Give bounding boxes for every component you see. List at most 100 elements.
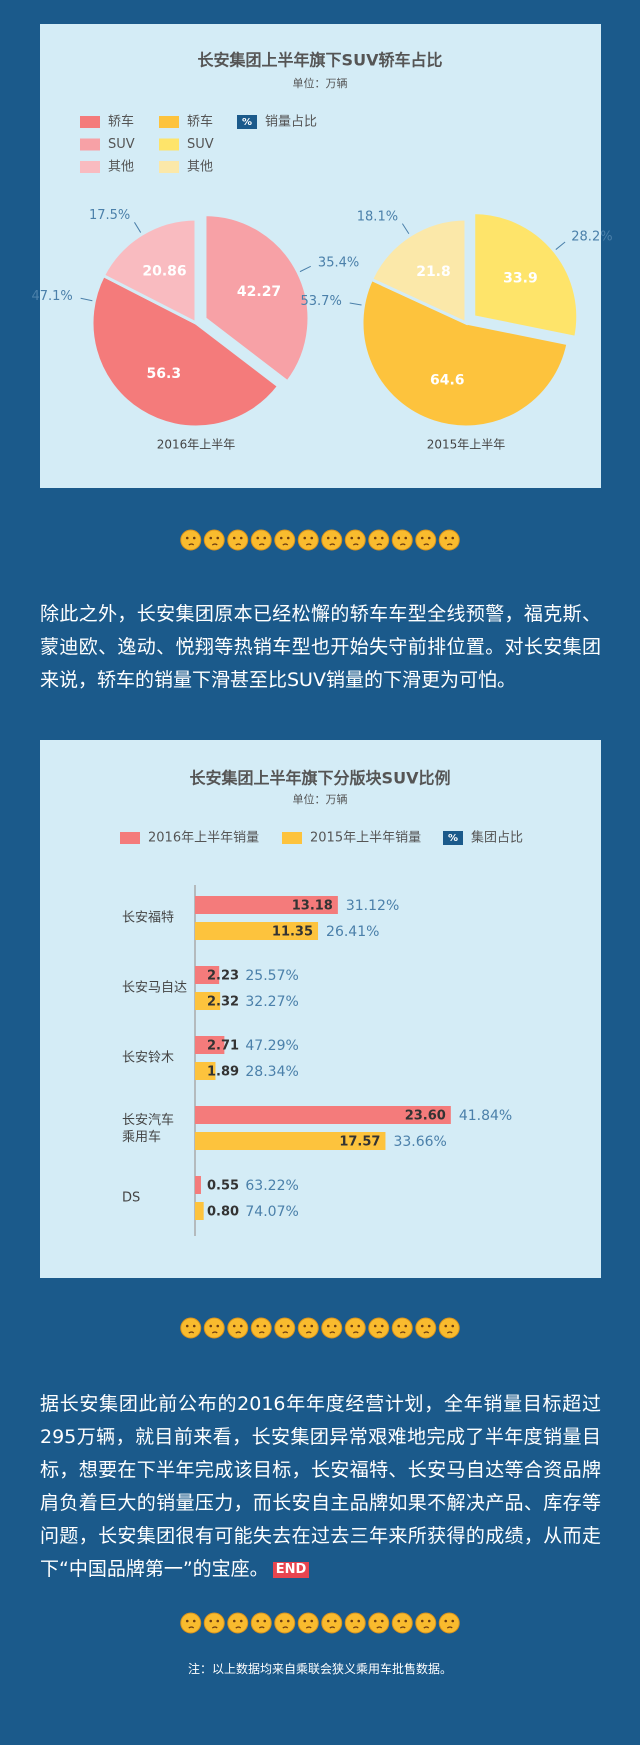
emoji xyxy=(274,1612,296,1634)
emoji-eye xyxy=(256,1324,260,1328)
emoji xyxy=(227,1317,249,1339)
bar-value-label: 2.32 xyxy=(207,995,239,1010)
emoji-face xyxy=(438,1317,460,1339)
emoji-face xyxy=(368,529,390,551)
emoji-eye xyxy=(310,536,314,540)
legend-share-icon: % xyxy=(242,117,252,128)
emoji xyxy=(203,529,225,551)
emoji-mouth xyxy=(376,543,383,546)
leader-line xyxy=(555,241,566,250)
emoji-eye xyxy=(216,536,220,540)
emoji-eye xyxy=(427,1324,431,1328)
emoji-mouth xyxy=(282,1626,289,1629)
emoji-mouth xyxy=(446,1626,453,1629)
emoji-face xyxy=(415,1612,437,1634)
emoji-face xyxy=(368,1317,390,1339)
percent-label: 35.4% xyxy=(318,255,359,270)
emoji-face xyxy=(274,529,296,551)
emoji-eye xyxy=(239,536,243,540)
bar xyxy=(195,966,220,984)
emoji-face xyxy=(180,1317,202,1339)
legend-swatch xyxy=(159,161,179,173)
bar-value-label: 2.71 xyxy=(207,1039,239,1054)
emoji xyxy=(438,529,460,551)
emoji xyxy=(368,1317,390,1339)
leader-line xyxy=(80,297,93,302)
slice-value-label: 56.3 xyxy=(147,366,182,382)
emoji-mouth xyxy=(423,1331,430,1334)
emoji-mouth xyxy=(352,1331,359,1334)
emoji-eye xyxy=(286,536,290,540)
legend-label: 2016年上半年销量 xyxy=(148,831,259,846)
emoji-mouth xyxy=(211,543,218,546)
emoji-eye xyxy=(420,1619,424,1623)
percent-label: 18.1% xyxy=(357,209,398,224)
legend-label: 其他 xyxy=(108,160,134,175)
emoji-eye xyxy=(192,536,196,540)
emoji-face xyxy=(203,1317,225,1339)
emoji-mouth xyxy=(188,1626,195,1629)
bar xyxy=(195,1132,386,1150)
paragraph: 据长安集团此前公布的2016年年度经营计划，全年销量目标超过295万辆，就目前来… xyxy=(40,1388,601,1586)
emoji-eye xyxy=(427,536,431,540)
percent-label: 17.5% xyxy=(89,208,130,223)
slice-value-label: 42.27 xyxy=(237,284,281,300)
emoji-eye xyxy=(263,1619,267,1623)
emoji-eye xyxy=(256,536,260,540)
emoji-mouth xyxy=(399,1626,406,1629)
category-label-line: 乘用车 xyxy=(122,1129,161,1145)
bar-value-label: 2.23 xyxy=(207,969,239,984)
emoji-face xyxy=(344,1317,366,1339)
emoji-eye xyxy=(279,536,283,540)
legend-swatch xyxy=(159,138,179,151)
emoji-eye xyxy=(380,1619,384,1623)
share-label: 26.41% xyxy=(326,924,379,940)
emoji-face xyxy=(344,1612,366,1634)
emoji-eye xyxy=(326,1324,330,1328)
emoji-mouth xyxy=(305,1626,312,1629)
legend-swatch xyxy=(80,116,100,128)
bar xyxy=(195,1176,201,1194)
slice-value-label: 20.86 xyxy=(142,264,186,280)
category-label: 长安汽车乘用车 xyxy=(122,1112,174,1145)
emoji xyxy=(321,529,343,551)
emoji-eye xyxy=(333,536,337,540)
percent-label: 28.2% xyxy=(571,229,612,244)
percent-label: 47.1% xyxy=(31,289,72,304)
emoji xyxy=(368,529,390,551)
emoji xyxy=(297,1317,319,1339)
category-label: 长安福特 xyxy=(122,911,174,926)
bar-value-label: 0.55 xyxy=(207,1179,239,1194)
emoji xyxy=(227,529,249,551)
emoji xyxy=(415,1317,437,1339)
emoji-eye xyxy=(373,1324,377,1328)
emoji-mouth xyxy=(399,543,406,546)
emoji-eye xyxy=(357,536,361,540)
legend-label: 轿车 xyxy=(108,114,134,130)
paragraph-text: 据长安集团此前公布的2016年年度经营计划，全年销量目标超过295万辆，就目前来… xyxy=(40,1393,601,1580)
share-label: 33.66% xyxy=(393,1134,446,1150)
emoji xyxy=(250,1317,272,1339)
bar xyxy=(195,1106,451,1124)
bar-value-label: 13.18 xyxy=(292,899,333,914)
emoji-eye xyxy=(185,536,189,540)
emoji-eye xyxy=(397,1324,401,1328)
emoji-eye xyxy=(350,1619,354,1623)
category-label-line: 长安汽车 xyxy=(122,1112,174,1128)
emoji-mouth xyxy=(329,1331,336,1334)
pie-slice xyxy=(203,213,311,384)
emoji-face xyxy=(250,529,272,551)
emoji-eye xyxy=(192,1619,196,1623)
legend-label: SUV xyxy=(187,137,214,152)
emoji-eye xyxy=(239,1324,243,1328)
pie-slice xyxy=(360,277,570,429)
share-label: 28.34% xyxy=(245,1064,298,1080)
emoji xyxy=(415,1612,437,1634)
emoji xyxy=(344,529,366,551)
emoji-face xyxy=(203,529,225,551)
emoji xyxy=(438,1317,460,1339)
emoji-eye xyxy=(216,1619,220,1623)
emoji-mouth xyxy=(211,1626,218,1629)
